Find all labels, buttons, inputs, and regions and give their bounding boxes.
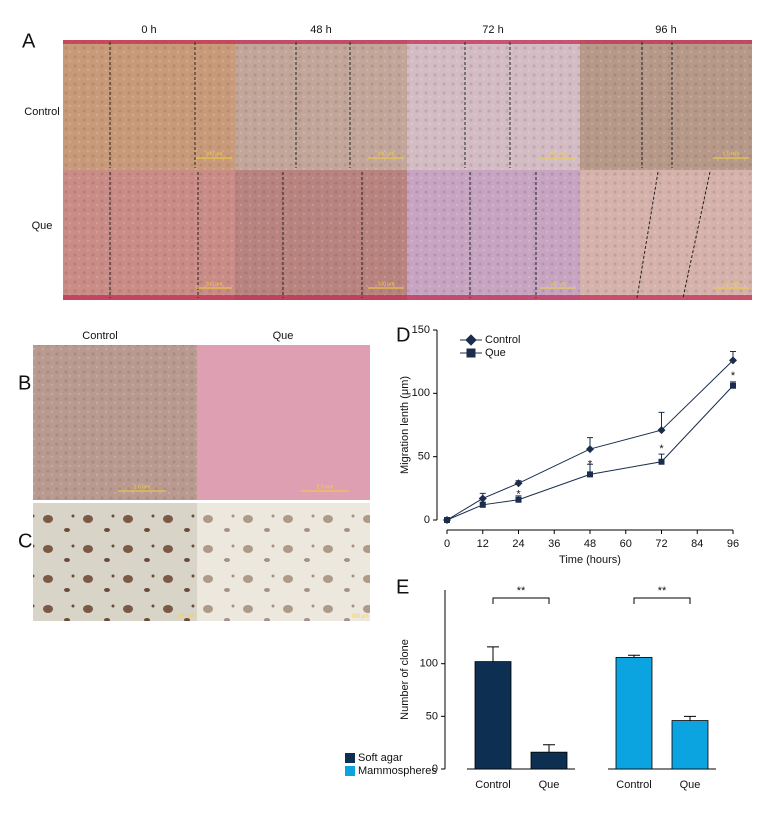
- y-tick-label: 50: [418, 451, 430, 463]
- row-label: Que: [32, 220, 53, 232]
- error-bar: [543, 744, 555, 753]
- y-tick-label: 100: [420, 658, 438, 670]
- x-tick-label: 12: [477, 538, 489, 550]
- column-label: Control: [82, 330, 117, 342]
- y-tick-label: 50: [426, 710, 438, 722]
- legend-label: Mammospheres: [358, 765, 437, 777]
- wound-edges: [109, 42, 711, 299]
- error-bar: [628, 654, 640, 658]
- x-tick-label: 36: [548, 538, 560, 550]
- bar: [615, 656, 653, 770]
- scale-label: 200 μm: [352, 613, 369, 619]
- edge: [63, 295, 752, 300]
- edge: [63, 40, 752, 44]
- annotation: *: [516, 488, 521, 500]
- x-tick-label: Control: [475, 779, 510, 791]
- marker: [729, 356, 737, 365]
- micrographs: [33, 40, 752, 621]
- x-tick-label: 72: [655, 538, 667, 550]
- colonies: [197, 503, 370, 621]
- legend-swatch: [345, 766, 355, 776]
- panel-letter: A: [22, 30, 36, 52]
- marker: [587, 471, 593, 478]
- x-tick-label: 48: [584, 538, 596, 550]
- significance-bracket: [633, 597, 691, 604]
- legend-swatch: [345, 753, 355, 763]
- scale-label: 100 μm: [206, 151, 223, 157]
- bar: [474, 661, 512, 770]
- column-label: Que: [273, 330, 294, 342]
- x-tick-label: Que: [539, 779, 560, 791]
- scale-label: 100 μm: [550, 281, 567, 287]
- column-label: 96 h: [655, 24, 676, 36]
- panel-letter: D: [396, 324, 410, 346]
- column-label: 72 h: [482, 24, 503, 36]
- error-bar: [487, 646, 499, 662]
- x-tick-label: 0: [444, 538, 450, 550]
- legend-label: Control: [485, 334, 520, 346]
- significance-label: **: [517, 585, 526, 597]
- legend-marker: [460, 348, 482, 358]
- marker: [730, 382, 736, 389]
- annotation: *: [731, 370, 736, 382]
- scale-label: 2.0 mm: [317, 484, 334, 490]
- marker: [479, 501, 486, 508]
- texture: [63, 40, 752, 300]
- x-tick-label: 84: [691, 538, 703, 550]
- scale-label: 1.0 mm: [723, 151, 740, 157]
- y-tick-label: 150: [412, 324, 430, 336]
- marker: [657, 426, 666, 435]
- column-label: 0 h: [141, 24, 156, 36]
- legend-label: Que: [485, 347, 506, 359]
- scale-label: 100 μm: [378, 281, 395, 287]
- legend-marker: [460, 334, 482, 346]
- scale-label: 1.0 mm: [723, 281, 740, 287]
- colonies: [33, 503, 197, 621]
- significance-bracket: [492, 597, 550, 604]
- y-tick-label: 100: [412, 387, 430, 399]
- marker: [514, 479, 523, 488]
- marker: [586, 445, 594, 454]
- marker: [658, 458, 665, 465]
- x-tick-label: Control: [616, 779, 651, 791]
- legend-label: Soft agar: [358, 752, 403, 764]
- significance-label: **: [658, 585, 667, 597]
- x-tick-label: 24: [512, 538, 524, 550]
- scale-label: 200 μm: [178, 613, 195, 619]
- y-axis-label: Number of clone: [399, 639, 411, 720]
- panel-letter: C: [18, 530, 32, 552]
- x-tick-label: 60: [620, 538, 632, 550]
- y-tick-label: 0: [424, 514, 430, 526]
- panel-letter: E: [396, 576, 409, 598]
- error-bar: [684, 715, 696, 721]
- micrograph: [197, 345, 370, 500]
- bar: [671, 720, 709, 770]
- y-tick-label: 0: [432, 763, 438, 775]
- bar: [530, 751, 568, 770]
- marker: [478, 494, 487, 503]
- marker: [444, 517, 450, 523]
- scale-label: 100 μm: [378, 151, 395, 157]
- panel-letter: B: [18, 372, 31, 394]
- x-axis-label: Time (hours): [559, 554, 621, 566]
- scale-label: 2.0 mm: [134, 484, 151, 490]
- annotation: *: [659, 443, 664, 455]
- marker: [515, 496, 522, 503]
- column-label: 48 h: [310, 24, 331, 36]
- series-line: [446, 385, 734, 521]
- y-axis-label: Migration lenth (μm): [399, 376, 411, 474]
- scale-label: 100 μm: [550, 151, 567, 157]
- x-tick-label: Que: [680, 779, 701, 791]
- series-line: [446, 360, 734, 521]
- x-tick-label: 96: [727, 538, 739, 550]
- scale-label: 100 μm: [206, 281, 223, 287]
- annotation: *: [588, 459, 593, 471]
- row-label: Control: [24, 106, 59, 118]
- texture: [33, 345, 197, 500]
